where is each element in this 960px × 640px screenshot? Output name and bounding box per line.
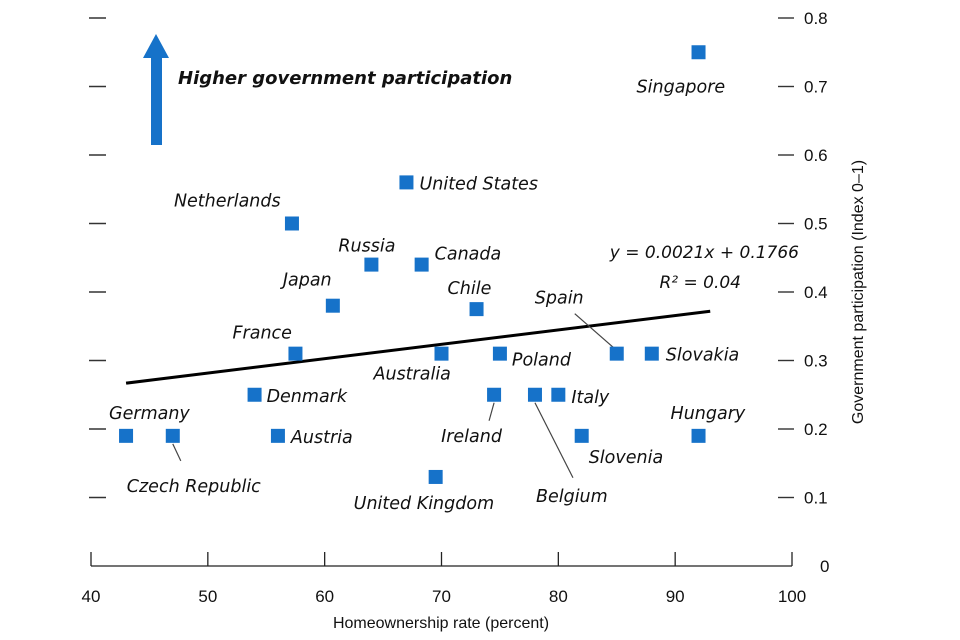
point-label-united-states: United States (419, 174, 538, 194)
point-label-chile: Chile (448, 279, 492, 299)
leader-ireland (488, 402, 495, 421)
point-chile (469, 302, 484, 317)
y-axis-title: Government participation (Index 0–1) (850, 160, 867, 424)
y-tick-label-0.6: 0.6 (804, 146, 828, 165)
x-axis-title: Homeownership rate (percent) (333, 615, 549, 632)
point-label-france: France (232, 324, 291, 344)
x-tick-label-100: 100 (778, 587, 806, 606)
y-tick-labels: 0 0.1 0.2 0.3 0.4 0.5 0.6 0.7 0.8 (804, 9, 829, 576)
annotation-label: Higher government participation (178, 68, 512, 89)
x-tick-labels: 40 50 60 70 80 90 100 (82, 587, 807, 606)
point-label-hungary: Hungary (671, 404, 746, 424)
leader-spain (574, 313, 616, 350)
point-spain (609, 346, 624, 361)
point-label-belgium: Belgium (536, 487, 608, 507)
point-netherlands (284, 216, 299, 231)
y-tick-label-0.2: 0.2 (804, 420, 828, 439)
point-austria (270, 428, 285, 443)
higher-participation-arrow (143, 34, 169, 145)
y-tick-label-0.5: 0.5 (804, 215, 828, 234)
point-label-japan: Japan (280, 271, 332, 291)
x-tick-label-80: 80 (549, 587, 568, 606)
point-singapore (691, 45, 706, 60)
trendline (125, 309, 711, 385)
point-label-singapore: Singapore (637, 77, 726, 97)
x-tick-label-90: 90 (666, 587, 685, 606)
x-tick-label-50: 50 (198, 587, 217, 606)
leader-belgium (534, 402, 574, 479)
trendline-r2: R² = 0.04 (659, 273, 741, 293)
arrow-shaft (151, 56, 162, 145)
point-canada (414, 257, 429, 272)
point-label-canada: Canada (435, 245, 502, 265)
point-label-australia: Australia (373, 365, 451, 385)
point-france (288, 346, 303, 361)
y-tick-label-0.1: 0.1 (804, 489, 828, 508)
x-tick-label-60: 60 (315, 587, 334, 606)
y-tick-label-0.3: 0.3 (804, 352, 828, 371)
y-tick-label-0.8: 0.8 (804, 9, 828, 28)
point-hungary (691, 428, 706, 443)
point-label-netherlands: Netherlands (174, 192, 281, 212)
trendline-equation: y = 0.0021x + 0.1766 (609, 243, 799, 263)
point-slovakia (644, 346, 659, 361)
point-united-kingdom (428, 469, 443, 484)
label-leader-lines (172, 313, 616, 479)
point-united-states (399, 175, 414, 190)
point-label-ireland: Ireland (441, 427, 503, 447)
y-tick-label-0: 0 (820, 557, 829, 576)
point-poland (492, 346, 507, 361)
point-belgium (527, 387, 542, 402)
y-tick-label-0.7: 0.7 (804, 78, 828, 97)
point-label-italy: Italy (571, 388, 610, 408)
point-italy (551, 387, 566, 402)
point-label-denmark: Denmark (267, 387, 348, 407)
x-tick-marks (90, 552, 793, 566)
point-japan (325, 298, 340, 313)
point-russia (364, 257, 379, 272)
point-label-russia: Russia (338, 237, 395, 257)
y-tick-label-0.4: 0.4 (804, 283, 828, 302)
x-tick-label-70: 70 (432, 587, 451, 606)
point-germany (119, 428, 134, 443)
point-label-poland: Poland (512, 351, 572, 371)
point-czech-republic (165, 428, 180, 443)
point-australia (434, 346, 449, 361)
point-label-united-kingdom: United Kingdom (354, 494, 494, 514)
point-label-slovenia: Slovenia (589, 448, 663, 468)
data-point-labels: Singapore United States Netherlands Russia C… (109, 77, 746, 514)
point-slovenia (574, 428, 589, 443)
point-ireland (487, 387, 502, 402)
point-label-spain: Spain (535, 289, 584, 309)
data-points (119, 45, 706, 484)
point-label-czech-republic: Czech Republic (127, 477, 261, 497)
leader-czech-republic (172, 443, 182, 462)
arrow-head (143, 34, 169, 58)
point-denmark (247, 387, 262, 402)
point-label-slovakia: Slovakia (666, 346, 739, 366)
x-tick-label-40: 40 (82, 587, 101, 606)
point-label-austria: Austria (290, 428, 353, 448)
left-tick-marks (89, 17, 106, 499)
y-tick-marks (778, 17, 794, 499)
point-label-germany: Germany (109, 404, 190, 424)
